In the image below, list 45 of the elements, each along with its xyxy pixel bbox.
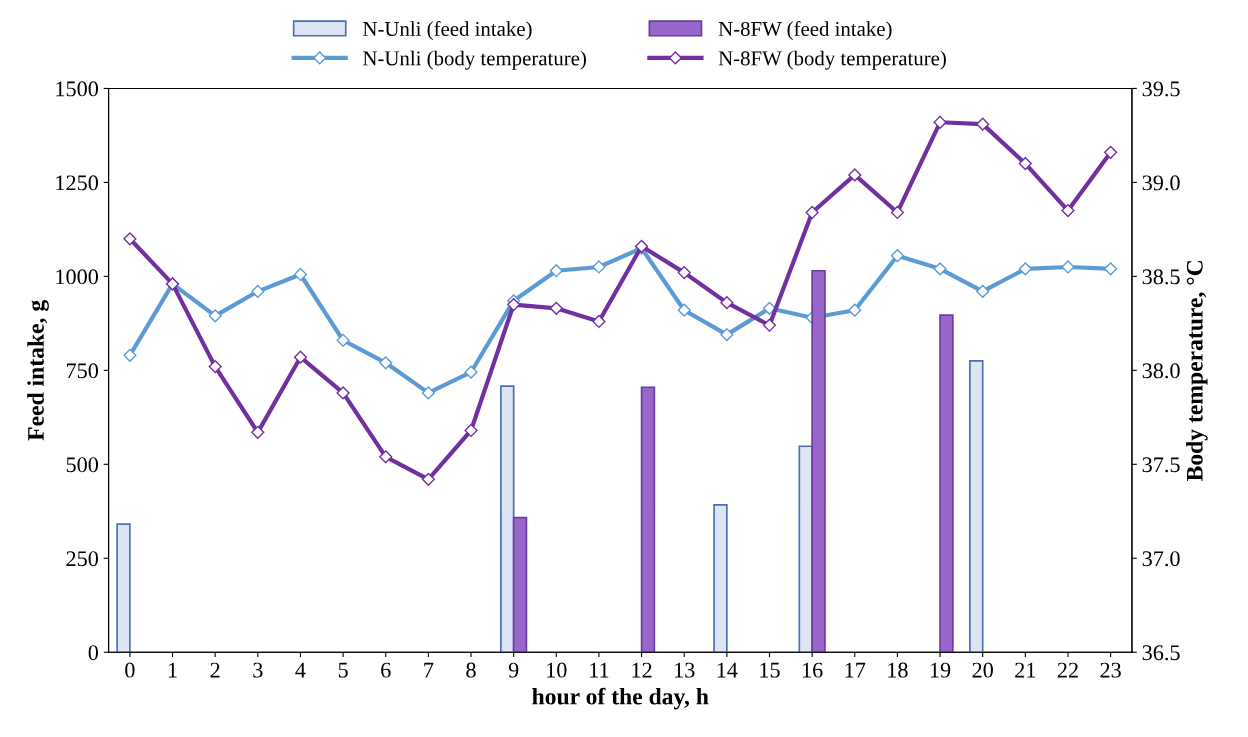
x-tick-label: 21 — [1015, 662, 1036, 678]
x-axis-title: hour of the day, h — [532, 687, 709, 710]
x-tick-label: 17 — [845, 662, 866, 678]
x-tick-label: 22 — [1057, 662, 1078, 678]
y-tick-label: 250 — [66, 551, 99, 567]
x-tick-label: 4 — [295, 662, 306, 678]
y2-tick-label: 37.5 — [1142, 457, 1180, 473]
y-tick-label: 500 — [66, 457, 99, 473]
legend-label: N-8FW (feed intake) — [718, 21, 892, 41]
x-tick-label: 15 — [760, 662, 780, 678]
x-tick-label: 18 — [888, 662, 908, 678]
legend-label: N-Unli (body temperature) — [363, 50, 586, 70]
x-tick-label: 20 — [972, 662, 993, 678]
y-tick-label: 750 — [66, 363, 99, 379]
y-tick-label: 1000 — [56, 269, 99, 285]
legend-label: N-8FW (body temperature) — [718, 50, 946, 70]
y2-tick-label: 39.5 — [1142, 81, 1180, 97]
y-tick-label: 1500 — [56, 81, 99, 97]
x-tick-label: 5 — [338, 662, 348, 678]
x-tick-label: 9 — [508, 662, 519, 678]
x-tick-label: 14 — [717, 662, 738, 678]
y2-axis-title: Body temperature, °C — [1186, 261, 1208, 482]
x-tick-label: 0 — [125, 662, 135, 678]
y2-tick-label: 39.0 — [1142, 175, 1180, 191]
y-tick-label: 1250 — [56, 175, 99, 191]
x-tick-label: 8 — [466, 662, 476, 678]
x-tick-label: 12 — [632, 662, 652, 678]
x-tick-label: 7 — [424, 662, 434, 678]
x-tick-label: 11 — [590, 662, 609, 678]
y2-tick-label: 37.0 — [1142, 551, 1180, 567]
y-axis-title: Feed intake, g — [27, 300, 49, 441]
y2-tick-label: 38.0 — [1142, 363, 1180, 379]
x-tick-label: 2 — [210, 662, 220, 678]
x-tick-label: 13 — [675, 662, 695, 678]
x-tick-label: 16 — [802, 662, 823, 678]
x-tick-label: 10 — [547, 662, 567, 678]
y2-tick-label: 36.5 — [1142, 645, 1180, 661]
y-tick-label: 0 — [88, 645, 99, 661]
y2-tick-label: 38.5 — [1142, 269, 1180, 285]
x-tick-label: 1 — [168, 662, 177, 678]
x-tick-label: 3 — [253, 662, 263, 678]
x-tick-label: 19 — [930, 662, 951, 678]
x-tick-label: 6 — [381, 662, 391, 678]
x-tick-label: 23 — [1100, 662, 1121, 678]
legend-label: N-Unli (feed intake) — [363, 21, 532, 41]
